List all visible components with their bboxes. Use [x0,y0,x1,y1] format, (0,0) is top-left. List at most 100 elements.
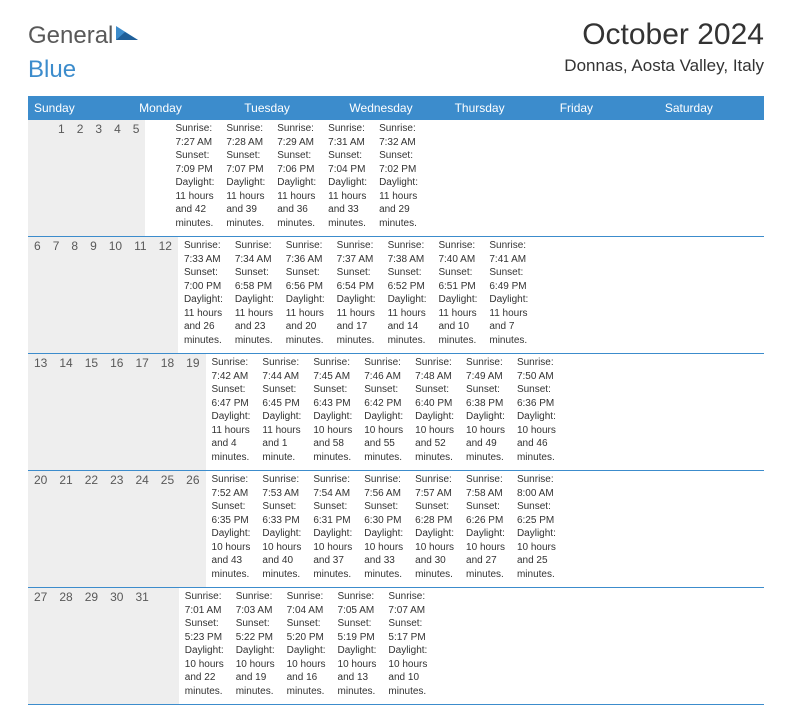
sunrise-text: Sunrise: 7:46 AM [364,356,403,383]
daylight-text: Daylight: 11 hours and 14 minutes. [388,293,427,347]
sunrise-text: Sunrise: 7:52 AM [212,473,251,500]
day-number: 18 [155,354,180,470]
day-number: 11 [128,237,152,353]
day-number: 6 [28,237,47,353]
dow-monday: Monday [133,96,238,120]
sunset-text: Sunset: 6:36 PM [517,383,556,410]
day-content: Sunrise: 7:34 AMSunset: 6:58 PMDaylight:… [229,237,280,353]
sunrise-text: Sunrise: 7:32 AM [379,122,418,149]
sunset-text: Sunset: 6:56 PM [286,266,325,293]
sunset-text: Sunset: 5:19 PM [338,617,377,644]
daylight-text: Daylight: 11 hours and 7 minutes. [489,293,528,347]
week-row: 13141516171819Sunrise: 7:42 AMSunset: 6:… [28,354,764,471]
day-number: 5 [127,120,146,236]
day-content: Sunrise: 7:37 AMSunset: 6:54 PMDaylight:… [331,237,382,353]
sunrise-text: Sunrise: 7:27 AM [175,122,214,149]
day-number: 19 [180,354,205,470]
sunset-text: Sunset: 6:40 PM [415,383,454,410]
day-number: 9 [84,237,103,353]
sunset-text: Sunset: 6:25 PM [517,500,556,527]
daylight-text: Daylight: 11 hours and 23 minutes. [235,293,274,347]
sunrise-text: Sunrise: 7:04 AM [287,590,326,617]
day-content-row: Sunrise: 7:33 AMSunset: 7:00 PMDaylight:… [178,237,534,353]
sunset-text: Sunset: 6:51 PM [438,266,477,293]
day-number: 30 [104,588,129,704]
sunrise-text: Sunrise: 7:34 AM [235,239,274,266]
day-number [155,588,167,704]
daylight-text: Daylight: 11 hours and 26 minutes. [184,293,223,347]
day-number [167,588,179,704]
sunset-text: Sunset: 6:38 PM [466,383,505,410]
sunrise-text: Sunrise: 7:41 AM [489,239,528,266]
sunset-text: Sunset: 6:33 PM [262,500,301,527]
day-number: 31 [129,588,154,704]
sunset-text: Sunset: 5:20 PM [287,617,326,644]
daylight-text: Daylight: 10 hours and 46 minutes. [517,410,556,464]
daylight-text: Daylight: 11 hours and 20 minutes. [286,293,325,347]
daylight-text: Daylight: 10 hours and 10 minutes. [388,644,427,698]
sunrise-text: Sunrise: 7:33 AM [184,239,223,266]
sunrise-text: Sunrise: 7:50 AM [517,356,556,383]
sunset-text: Sunset: 5:22 PM [236,617,275,644]
sunrise-text: Sunrise: 7:54 AM [313,473,352,500]
dow-saturday: Saturday [659,96,764,120]
sunrise-text: Sunrise: 7:58 AM [466,473,505,500]
daylight-text: Daylight: 10 hours and 13 minutes. [338,644,377,698]
day-content [433,588,445,704]
sunrise-text: Sunrise: 8:00 AM [517,473,556,500]
daylight-text: Daylight: 10 hours and 25 minutes. [517,527,556,581]
day-content: Sunrise: 7:48 AMSunset: 6:40 PMDaylight:… [409,354,460,470]
sunset-text: Sunset: 6:26 PM [466,500,505,527]
day-content: Sunrise: 7:54 AMSunset: 6:31 PMDaylight:… [307,471,358,587]
sunset-text: Sunset: 6:28 PM [415,500,454,527]
sunrise-text: Sunrise: 7:48 AM [415,356,454,383]
day-content: Sunrise: 7:27 AMSunset: 7:09 PMDaylight:… [169,120,220,236]
day-content: Sunrise: 7:31 AMSunset: 7:04 PMDaylight:… [322,120,373,236]
day-number: 14 [53,354,78,470]
sunset-text: Sunset: 6:58 PM [235,266,274,293]
day-number-row: 6789101112 [28,237,178,353]
day-content: Sunrise: 7:42 AMSunset: 6:47 PMDaylight:… [206,354,257,470]
daylight-text: Daylight: 10 hours and 37 minutes. [313,527,352,581]
day-number: 13 [28,354,53,470]
sunset-text: Sunset: 7:09 PM [175,149,214,176]
day-number [40,120,52,236]
day-content: Sunrise: 7:41 AMSunset: 6:49 PMDaylight:… [483,237,534,353]
day-content: Sunrise: 8:00 AMSunset: 6:25 PMDaylight:… [511,471,562,587]
dow-wednesday: Wednesday [343,96,448,120]
day-content-row: Sunrise: 7:27 AMSunset: 7:09 PMDaylight:… [145,120,424,236]
day-content [157,120,169,236]
day-content-row: Sunrise: 7:52 AMSunset: 6:35 PMDaylight:… [206,471,562,587]
daylight-text: Daylight: 11 hours and 42 minutes. [175,176,214,230]
sunrise-text: Sunrise: 7:05 AM [338,590,377,617]
day-number: 23 [104,471,129,587]
daylight-text: Daylight: 10 hours and 16 minutes. [287,644,326,698]
day-number: 3 [89,120,108,236]
day-content: Sunrise: 7:49 AMSunset: 6:38 PMDaylight:… [460,354,511,470]
sunset-text: Sunset: 7:06 PM [277,149,316,176]
sunrise-text: Sunrise: 7:56 AM [364,473,403,500]
day-content: Sunrise: 7:03 AMSunset: 5:22 PMDaylight:… [230,588,281,704]
daylight-text: Daylight: 10 hours and 58 minutes. [313,410,352,464]
sunrise-text: Sunrise: 7:53 AM [262,473,301,500]
daylight-text: Daylight: 11 hours and 17 minutes. [337,293,376,347]
calendar-grid: Sunday Monday Tuesday Wednesday Thursday… [28,96,764,705]
day-number: 20 [28,471,53,587]
location-subtitle: Donnas, Aosta Valley, Italy [564,56,764,76]
day-number: 8 [65,237,84,353]
day-content [145,120,157,236]
sunrise-text: Sunrise: 7:36 AM [286,239,325,266]
day-content-row: Sunrise: 7:42 AMSunset: 6:47 PMDaylight:… [206,354,562,470]
day-content: Sunrise: 7:40 AMSunset: 6:51 PMDaylight:… [432,237,483,353]
day-number: 22 [79,471,104,587]
daylight-text: Daylight: 10 hours and 40 minutes. [262,527,301,581]
day-content: Sunrise: 7:05 AMSunset: 5:19 PMDaylight:… [332,588,383,704]
sunrise-text: Sunrise: 7:45 AM [313,356,352,383]
day-content: Sunrise: 7:33 AMSunset: 7:00 PMDaylight:… [178,237,229,353]
week-row: 12345Sunrise: 7:27 AMSunset: 7:09 PMDayl… [28,120,764,237]
dow-friday: Friday [554,96,659,120]
daylight-text: Daylight: 11 hours and 39 minutes. [226,176,265,230]
daylight-text: Daylight: 10 hours and 30 minutes. [415,527,454,581]
daylight-text: Daylight: 10 hours and 33 minutes. [364,527,403,581]
day-content: Sunrise: 7:58 AMSunset: 6:26 PMDaylight:… [460,471,511,587]
